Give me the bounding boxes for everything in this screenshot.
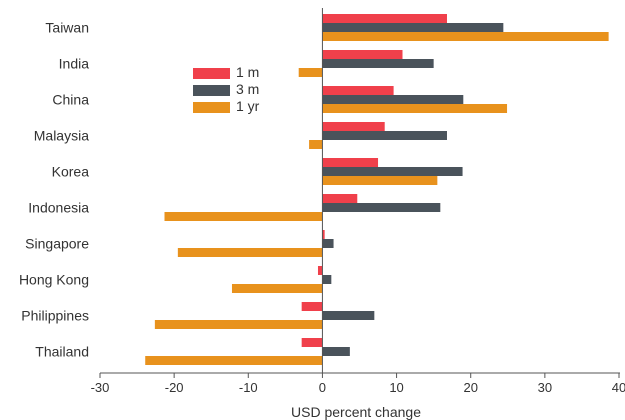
bar-taiwan-1yr [322,32,609,41]
bar-malaysia-1m [322,122,385,131]
bar-india-3m [322,59,434,68]
x-tick-label-30: 30 [538,380,552,395]
bar-malaysia-3m [322,131,447,140]
bar-taiwan-3m [322,23,504,32]
bar-singapore-1yr [177,248,323,257]
bar-singapore-1m [322,230,325,239]
category-label-taiwan: Taiwan [45,20,89,36]
bar-indonesia-3m [322,203,441,212]
bar-malaysia-1yr [309,140,323,149]
bar-hong-kong-1m [317,266,323,275]
bar-philippines-1yr [154,320,323,329]
legend-label-1yr: 1 yr [236,98,260,114]
bar-india-1m [322,50,403,59]
x-tick-label--20: -20 [165,380,184,395]
bar-korea-3m [322,167,463,176]
category-label-malaysia: Malaysia [34,128,89,144]
x-tick-label--10: -10 [239,380,258,395]
bar-philippines-1m [301,302,323,311]
bar-korea-1yr [322,176,438,185]
category-label-korea: Korea [52,164,90,180]
x-tick-label-40: 40 [612,380,625,395]
x-tick-label--30: -30 [91,380,110,395]
bar-thailand-1m [301,338,323,347]
bar-philippines-3m [322,311,375,320]
bar-hong-kong-3m [322,275,332,284]
category-label-philippines: Philippines [21,308,89,324]
category-label-thailand: Thailand [35,344,89,360]
legend-swatch-3m [193,85,230,96]
bar-indonesia-1yr [164,212,323,221]
bar-china-1m [322,86,394,95]
category-label-hong-kong: Hong Kong [19,272,89,288]
bar-hong-kong-1yr [231,284,323,293]
bar-singapore-3m [322,239,334,248]
bar-india-1yr [298,68,323,77]
bar-thailand-3m [322,347,350,356]
category-label-singapore: Singapore [25,236,89,252]
bar-taiwan-1m [322,14,447,23]
category-label-indonesia: Indonesia [28,200,89,216]
legend-label-1m: 1 m [236,64,260,80]
category-label-india: India [59,56,90,72]
bar-indonesia-1m [322,194,358,203]
legend-label-3m: 3 m [236,81,260,97]
x-tick-label-20: 20 [463,380,477,395]
category-label-china: China [52,92,89,108]
bar-korea-1m [322,158,379,167]
x-axis-label: USD percent change [291,404,421,420]
x-tick-label-10: 10 [389,380,403,395]
bar-china-3m [322,95,464,104]
x-tick-label-0: 0 [319,380,326,395]
legend-swatch-1yr [193,102,230,113]
legend-swatch-1m [193,68,230,79]
bar-china-1yr [322,104,508,113]
bar-thailand-1yr [145,356,323,365]
